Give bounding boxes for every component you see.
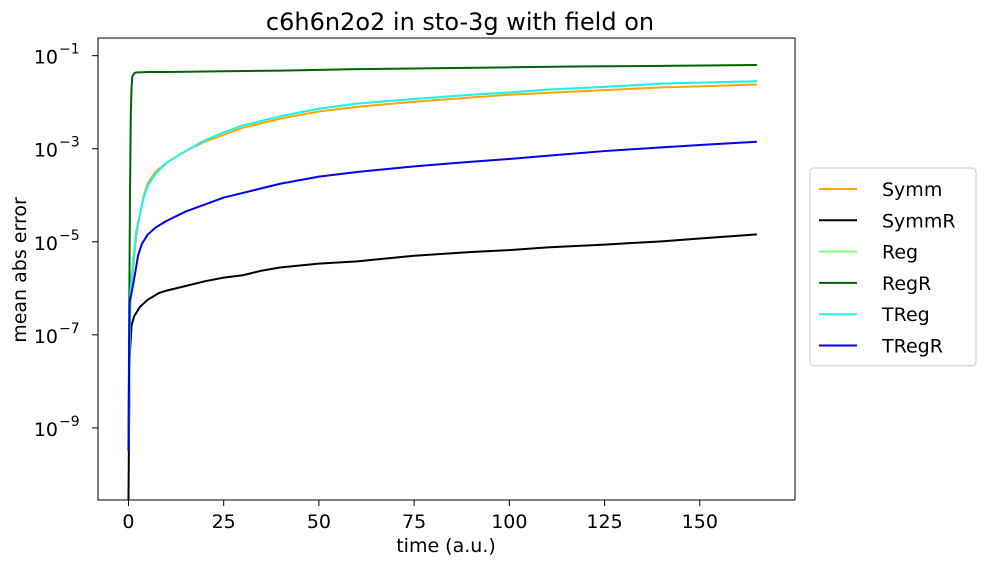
legend-box xyxy=(809,167,977,367)
series-line-regr xyxy=(127,63,757,452)
legend-label: TRegR xyxy=(881,336,943,358)
y-tick-label: 10 xyxy=(34,419,58,441)
x-tick-label: 125 xyxy=(586,511,622,533)
legend: Symm SymmR Reg RegR TReg TRegR xyxy=(809,167,977,367)
y-tick-label: 10 xyxy=(34,326,58,348)
x-axis-label: time (a.u.) xyxy=(396,535,496,557)
y-axis-label: mean abs error xyxy=(9,197,31,343)
legend-label: Symm xyxy=(882,179,942,201)
y-axis: 10−910−710−510−310−1 xyxy=(34,42,98,441)
series-group xyxy=(127,63,757,500)
x-tick-label: 25 xyxy=(212,511,236,533)
x-tick-label: 0 xyxy=(122,511,134,533)
series-line-treg xyxy=(127,80,757,452)
x-tick-label: 75 xyxy=(402,511,426,533)
y-tick-exponent: −5 xyxy=(59,228,80,244)
x-tick-label: 100 xyxy=(491,511,527,533)
series-line-tregr xyxy=(127,140,757,452)
legend-label: Reg xyxy=(882,242,918,264)
x-axis: 0 25 50 75 100 125 150 xyxy=(122,500,718,533)
plot-area xyxy=(97,37,796,501)
y-tick-label: 10 xyxy=(34,47,58,69)
x-tick-label: 150 xyxy=(682,511,718,533)
y-tick-exponent: −7 xyxy=(59,321,80,337)
y-tick-exponent: −1 xyxy=(59,42,80,58)
legend-label: RegR xyxy=(882,273,931,295)
y-tick-exponent: −9 xyxy=(59,414,80,430)
series-line-symmr xyxy=(127,233,757,500)
y-tick-exponent: −3 xyxy=(59,135,80,151)
legend-label: TReg xyxy=(881,304,930,326)
y-tick-label: 10 xyxy=(34,140,58,162)
x-tick-label: 50 xyxy=(307,511,331,533)
plot-frame xyxy=(97,37,796,501)
legend-label: SymmR xyxy=(882,210,956,232)
y-tick-label: 10 xyxy=(34,233,58,255)
chart-title: c6h6n2o2 in sto-3g with field on xyxy=(266,8,654,36)
